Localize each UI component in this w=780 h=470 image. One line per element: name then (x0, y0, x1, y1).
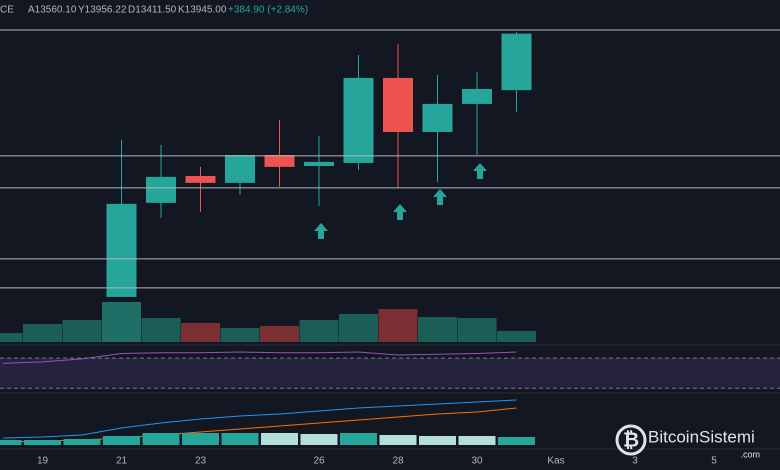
macd-histogram-bar (221, 433, 259, 445)
quote-item: A13560.10 (28, 5, 77, 16)
watermark-logo-glyph: ₿ (623, 429, 639, 451)
rsi-line (2, 351, 517, 364)
volume-bar (23, 324, 62, 342)
watermark-suffix: .com (740, 449, 760, 459)
x-tick-label: 30 (471, 456, 483, 467)
macd-histogram-bar (63, 439, 101, 445)
volume-bar (497, 331, 536, 342)
macd-histogram-bar (300, 434, 338, 445)
quote-item: D13411.50 (128, 5, 177, 16)
volume-bar (0, 333, 23, 342)
macd-histogram-bar (340, 433, 377, 445)
macd-histogram-bar (498, 437, 535, 445)
volume-bar (260, 326, 299, 342)
quote-item: K13945.00 (178, 5, 227, 16)
arrow (473, 163, 487, 179)
quote-item: +384.90 (+2.84%) (228, 5, 308, 16)
watermark: ₿ BitcoinSistemi .com (615, 424, 760, 459)
macd-histogram-bar (142, 433, 180, 445)
macd-histogram-bar (379, 435, 417, 445)
macd-line (2, 399, 517, 439)
volume-bar (299, 320, 339, 342)
arrow (433, 189, 447, 205)
x-tick-label: 19 (37, 456, 49, 467)
x-tick-label: 26 (313, 456, 325, 467)
watermark-brand: BitcoinSistemi (648, 427, 755, 446)
volume-bar (181, 323, 220, 342)
macd-histogram-bar (103, 436, 140, 445)
signal-arrows (314, 163, 487, 239)
macd-histogram-bar (458, 436, 496, 445)
rsi-band (0, 358, 780, 389)
volume-bar (141, 318, 181, 342)
x-tick-label: 3 (632, 456, 638, 467)
volume-bar (378, 309, 418, 342)
macd-histogram-bar (419, 436, 456, 445)
quote-item: Y13956.22 (78, 5, 127, 16)
macd-histogram-bar (24, 440, 61, 445)
x-tick-label: 23 (195, 456, 207, 467)
arrow (393, 204, 407, 220)
volume-bar (102, 302, 141, 342)
volume-bar (418, 317, 457, 342)
watermark-logo (615, 424, 647, 456)
arrow (314, 223, 328, 239)
macd-histogram-bar (261, 433, 298, 445)
x-tick-label: Kas (547, 456, 564, 467)
volume-bar (457, 318, 497, 342)
quote: A13560.10 Y13956.22 D13411.50 K13945.00 +384… (28, 5, 308, 16)
volume-bar (339, 314, 378, 342)
macd-histogram-bar (182, 433, 219, 445)
volume-bar (62, 320, 102, 342)
volume-bar (220, 328, 260, 342)
x-tick-label: 21 (116, 456, 128, 467)
x-tick-label: 28 (392, 456, 404, 467)
macd-histogram-bar (0, 440, 22, 445)
symbol: CE (0, 5, 14, 16)
x-tick-label: 5 (711, 456, 717, 467)
